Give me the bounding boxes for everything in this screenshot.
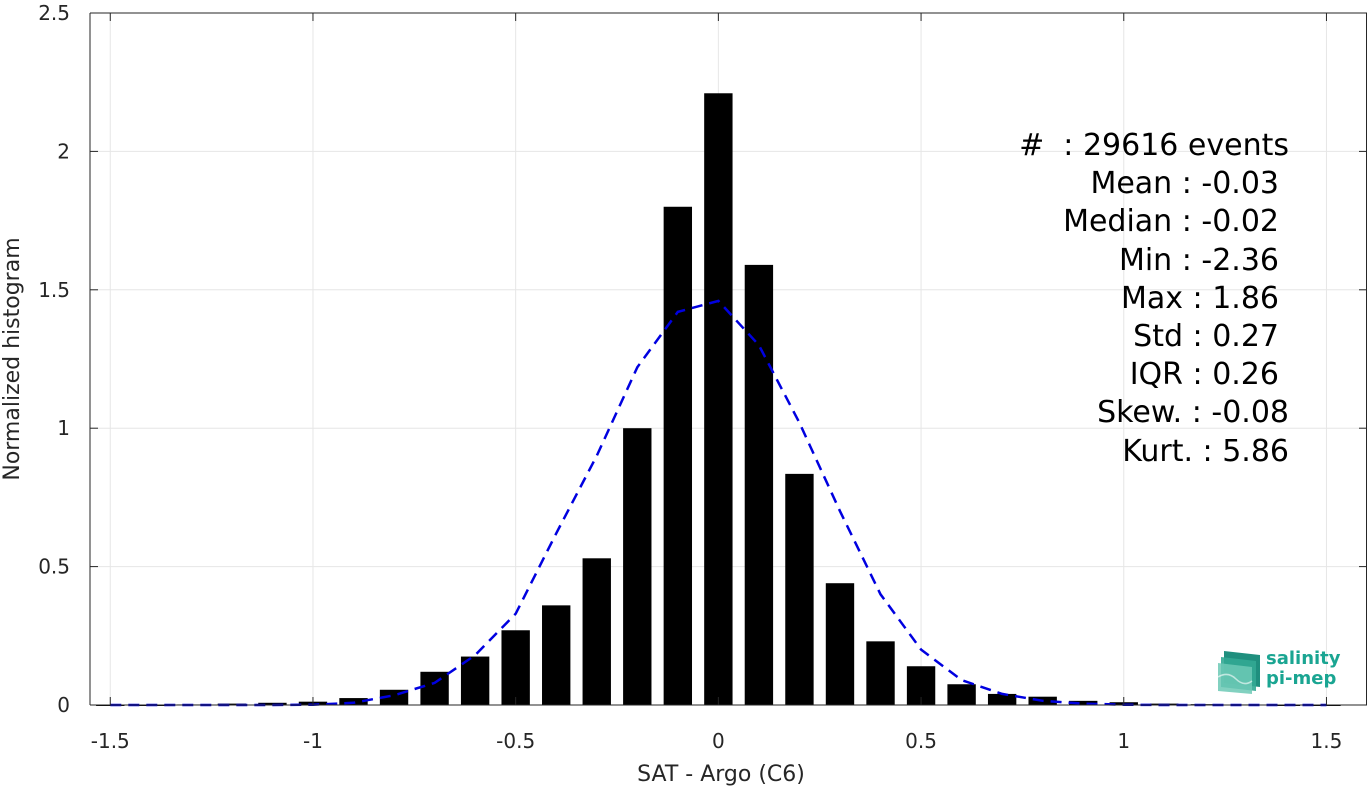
y-tick-label: 2 (57, 139, 70, 163)
stat-std: Std : 0.27 (1133, 319, 1279, 355)
x-tick-label: -1.5 (91, 729, 130, 753)
x-tick-label: 0 (712, 729, 725, 753)
stat-events: # : 29616 events (1019, 128, 1289, 163)
histogram-bar (1069, 700, 1098, 705)
histogram-bar (420, 671, 449, 705)
stat-kurt: Kurt. : 5.86 (1122, 433, 1289, 469)
y-tick-label: 1 (57, 416, 70, 440)
logo-waves-icon (1217, 651, 1260, 694)
bars (96, 93, 1341, 706)
y-tick-label: 2.5 (38, 1, 70, 25)
stat-max: Max : 1.86 (1121, 280, 1279, 316)
stat-median: Median : -0.02 (1063, 204, 1279, 240)
histogram-bar (582, 558, 611, 705)
y-axis-title: Normalized histogram (0, 237, 25, 480)
stat-skew: Skew. : -0.08 (1097, 395, 1289, 431)
y-tick-labels: 0 0.5 1 1.5 2 2.5 (38, 1, 70, 717)
histogram-bar (663, 206, 693, 705)
stat-mean: Mean : -0.03 (1090, 166, 1279, 202)
x-axis-title: SAT - Argo (C6) (637, 762, 805, 787)
y-tick-label: 1.5 (38, 278, 70, 302)
stat-min: Min : -2.36 (1118, 242, 1279, 278)
histogram-bar (623, 428, 652, 705)
logo-line-salinity: salinity (1266, 648, 1341, 669)
histogram-bar (542, 605, 571, 705)
histogram-bar (866, 641, 895, 705)
histogram-bar (987, 693, 1017, 705)
y-tick-label: 0.5 (38, 555, 70, 579)
x-tick-label: 1.5 (1311, 729, 1343, 753)
logo-line-pi-mep: pi-mep (1266, 668, 1337, 689)
histogram-bar (704, 93, 733, 706)
histogram-bar (744, 264, 774, 705)
x-tick-label: 0.5 (905, 729, 937, 753)
stat-iqr: IQR : 0.26 (1129, 357, 1279, 393)
x-tick-label: 1 (1117, 729, 1130, 753)
logo-text: salinity pi-mep (1266, 649, 1341, 689)
histogram-bar (460, 656, 490, 705)
x-tick-labels: -1.5 -1 -0.5 0 0.5 1 1.5 (91, 729, 1343, 753)
histogram-bar (217, 703, 247, 705)
statistics-box: # : 29616 events Mean : -0.03 Median : -… (1019, 127, 1289, 471)
x-tick-label: -1 (303, 729, 323, 753)
x-tick-label: -0.5 (496, 729, 535, 753)
y-tick-label: 0 (57, 693, 70, 717)
histogram-bar (947, 684, 976, 705)
salinity-pi-mep-logo: salinity pi-mep (1216, 647, 1341, 697)
histogram-bar (501, 630, 530, 705)
histogram-bar (825, 583, 855, 705)
histogram-bar (785, 473, 814, 705)
